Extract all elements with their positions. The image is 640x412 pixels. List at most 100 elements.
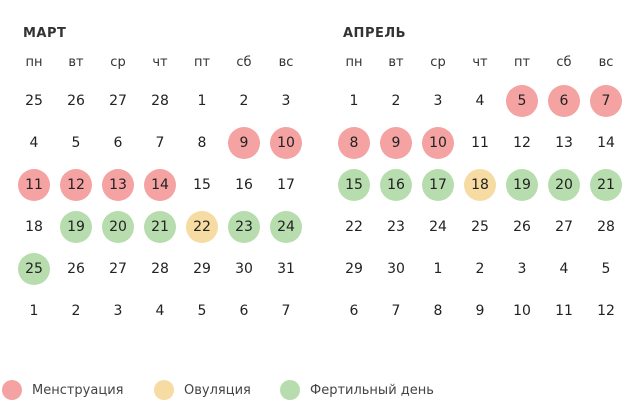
day-cell[interactable]: 14 [139,164,181,206]
day-cell[interactable]: 28 [139,248,181,290]
weekday-label: ср [430,54,446,70]
day-cell[interactable]: 9 [375,122,417,164]
day-cell[interactable]: 11 [13,164,55,206]
day-cell[interactable]: 11 [459,122,501,164]
day-number: 29 [193,261,211,277]
day-cell[interactable]: 6 [97,122,139,164]
day-cell[interactable]: 19 [501,164,543,206]
weekday-label: пн [25,54,43,70]
day-cell[interactable]: 5 [181,290,223,332]
day-cell[interactable]: 27 [543,206,585,248]
day-cell[interactable]: 15 [333,164,375,206]
day-cell[interactable]: 4 [543,248,585,290]
day-cell[interactable]: 26 [55,248,97,290]
day-cell[interactable]: 22 [333,206,375,248]
day-cell[interactable]: 18 [459,164,501,206]
day-cell[interactable]: 1 [181,80,223,122]
day-number: 15 [338,169,370,201]
day-cell[interactable]: 4 [139,290,181,332]
day-cell[interactable]: 1 [333,80,375,122]
day-cell[interactable]: 7 [265,290,307,332]
day-cell[interactable]: 2 [375,80,417,122]
day-cell[interactable]: 3 [501,248,543,290]
day-number: 25 [471,219,489,235]
day-cell[interactable]: 17 [417,164,459,206]
day-cell[interactable]: 8 [181,122,223,164]
day-cell[interactable]: 3 [265,80,307,122]
day-number: 23 [387,219,405,235]
day-cell[interactable]: 6 [223,290,265,332]
day-cell[interactable]: 5 [55,122,97,164]
day-cell[interactable]: 2 [223,80,265,122]
day-cell[interactable]: 25 [459,206,501,248]
day-cell[interactable]: 9 [459,290,501,332]
day-cell[interactable]: 4 [13,122,55,164]
day-cell[interactable]: 17 [265,164,307,206]
day-cell[interactable]: 3 [97,290,139,332]
day-cell[interactable]: 23 [223,206,265,248]
day-cell[interactable]: 25 [13,80,55,122]
day-cell[interactable]: 30 [223,248,265,290]
day-cell[interactable]: 5 [501,80,543,122]
day-cell[interactable]: 23 [375,206,417,248]
day-number: 25 [18,253,50,285]
day-cell[interactable]: 14 [585,122,627,164]
day-cell[interactable]: 9 [223,122,265,164]
day-cell[interactable]: 3 [417,80,459,122]
day-cell[interactable]: 29 [333,248,375,290]
day-cell[interactable]: 12 [585,290,627,332]
day-cell[interactable]: 16 [223,164,265,206]
day-cell[interactable]: 6 [333,290,375,332]
day-cell[interactable]: 21 [585,164,627,206]
day-number: 4 [475,93,485,109]
day-cell[interactable]: 6 [543,80,585,122]
day-cell[interactable]: 7 [585,80,627,122]
day-cell[interactable]: 30 [375,248,417,290]
day-cell[interactable]: 13 [97,164,139,206]
day-cell[interactable]: 27 [97,80,139,122]
legend-label: Фертильный день [310,382,434,398]
day-cell[interactable]: 26 [55,80,97,122]
day-number: 16 [380,169,412,201]
day-cell[interactable]: 21 [139,206,181,248]
day-cell[interactable]: 10 [417,122,459,164]
day-cell[interactable]: 2 [459,248,501,290]
day-cell[interactable]: 26 [501,206,543,248]
day-cell[interactable]: 18 [13,206,55,248]
day-cell[interactable]: 31 [265,248,307,290]
day-cell[interactable]: 4 [459,80,501,122]
day-cell[interactable]: 11 [543,290,585,332]
day-cell[interactable]: 12 [501,122,543,164]
day-cell[interactable]: 10 [501,290,543,332]
day-cell[interactable]: 28 [585,206,627,248]
day-cell[interactable]: 19 [55,206,97,248]
day-cell[interactable]: 25 [13,248,55,290]
day-cell[interactable]: 29 [181,248,223,290]
day-cell[interactable]: 16 [375,164,417,206]
day-cell[interactable]: 7 [139,122,181,164]
day-cell[interactable]: 20 [543,164,585,206]
day-cell[interactable]: 20 [97,206,139,248]
day-cell[interactable]: 2 [55,290,97,332]
day-cell[interactable]: 13 [543,122,585,164]
day-cell[interactable]: 7 [375,290,417,332]
day-number: 3 [281,93,291,109]
day-cell[interactable]: 12 [55,164,97,206]
day-number: 21 [590,169,622,201]
day-cell[interactable]: 22 [181,206,223,248]
day-cell[interactable]: 24 [417,206,459,248]
day-cell[interactable]: 27 [97,248,139,290]
day-cell[interactable]: 15 [181,164,223,206]
day-cell[interactable]: 1 [13,290,55,332]
day-cell[interactable]: 1 [417,248,459,290]
day-cell[interactable]: 5 [585,248,627,290]
day-number: 2 [71,303,81,319]
day-cell[interactable]: 28 [139,80,181,122]
weekday-label: пт [193,54,211,70]
day-cell[interactable]: 8 [417,290,459,332]
day-cell[interactable]: 8 [333,122,375,164]
day-cell[interactable]: 24 [265,206,307,248]
day-cell[interactable]: 10 [265,122,307,164]
day-number: 7 [155,135,165,151]
day-number: 30 [387,261,405,277]
